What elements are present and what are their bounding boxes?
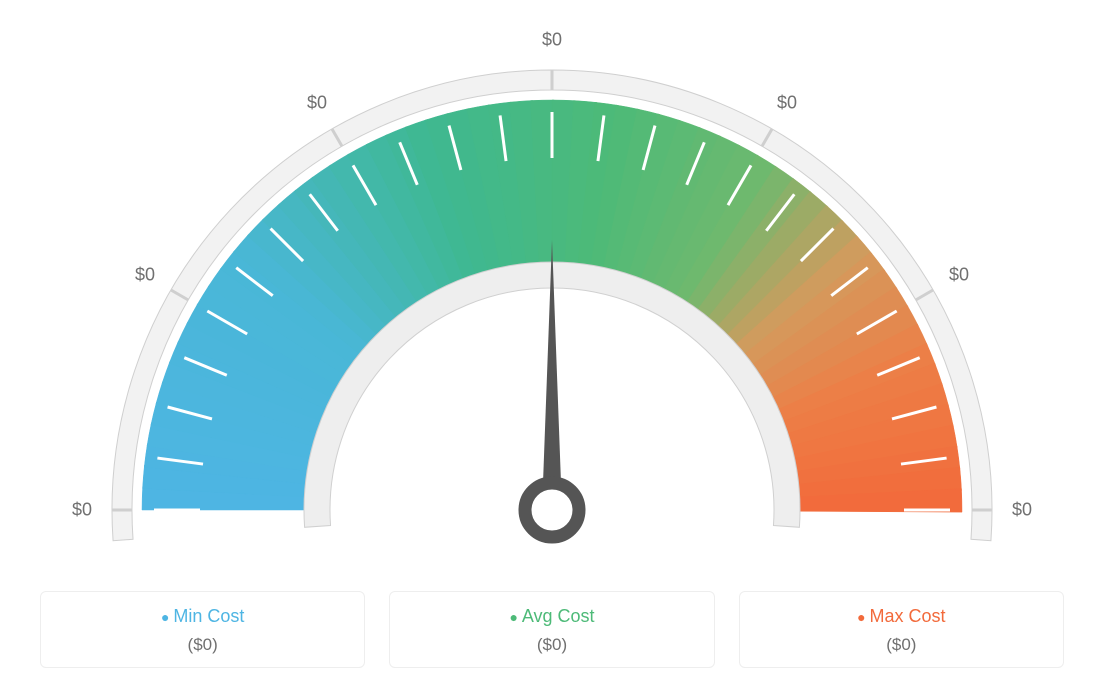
legend-row: Min Cost ($0) Avg Cost ($0) Max Cost ($0… <box>40 591 1064 668</box>
legend-max-label: Max Cost <box>750 606 1053 627</box>
gauge-tick-label: $0 <box>307 92 327 113</box>
legend-min-value: ($0) <box>51 635 354 655</box>
gauge-tick-label: $0 <box>135 265 155 286</box>
cost-gauge-chart: $0 $0 $0 $0 $0 $0 $0 Min Cost ($0) Avg Cost ($… <box>0 0 1104 690</box>
legend-card-max: Max Cost ($0) <box>739 591 1064 668</box>
legend-card-min: Min Cost ($0) <box>40 591 365 668</box>
gauge-tick-label: $0 <box>542 30 562 51</box>
legend-avg-label: Avg Cost <box>400 606 703 627</box>
legend-max-value: ($0) <box>750 635 1053 655</box>
legend-card-avg: Avg Cost ($0) <box>389 591 714 668</box>
gauge-tick-label: $0 <box>72 500 92 521</box>
legend-avg-value: ($0) <box>400 635 703 655</box>
gauge-tick-label: $0 <box>949 265 969 286</box>
gauge-area <box>0 0 1104 560</box>
legend-min-label: Min Cost <box>51 606 354 627</box>
gauge-tick-label: $0 <box>1012 500 1032 521</box>
gauge-svg <box>0 0 1104 560</box>
gauge-tick-label: $0 <box>777 92 797 113</box>
